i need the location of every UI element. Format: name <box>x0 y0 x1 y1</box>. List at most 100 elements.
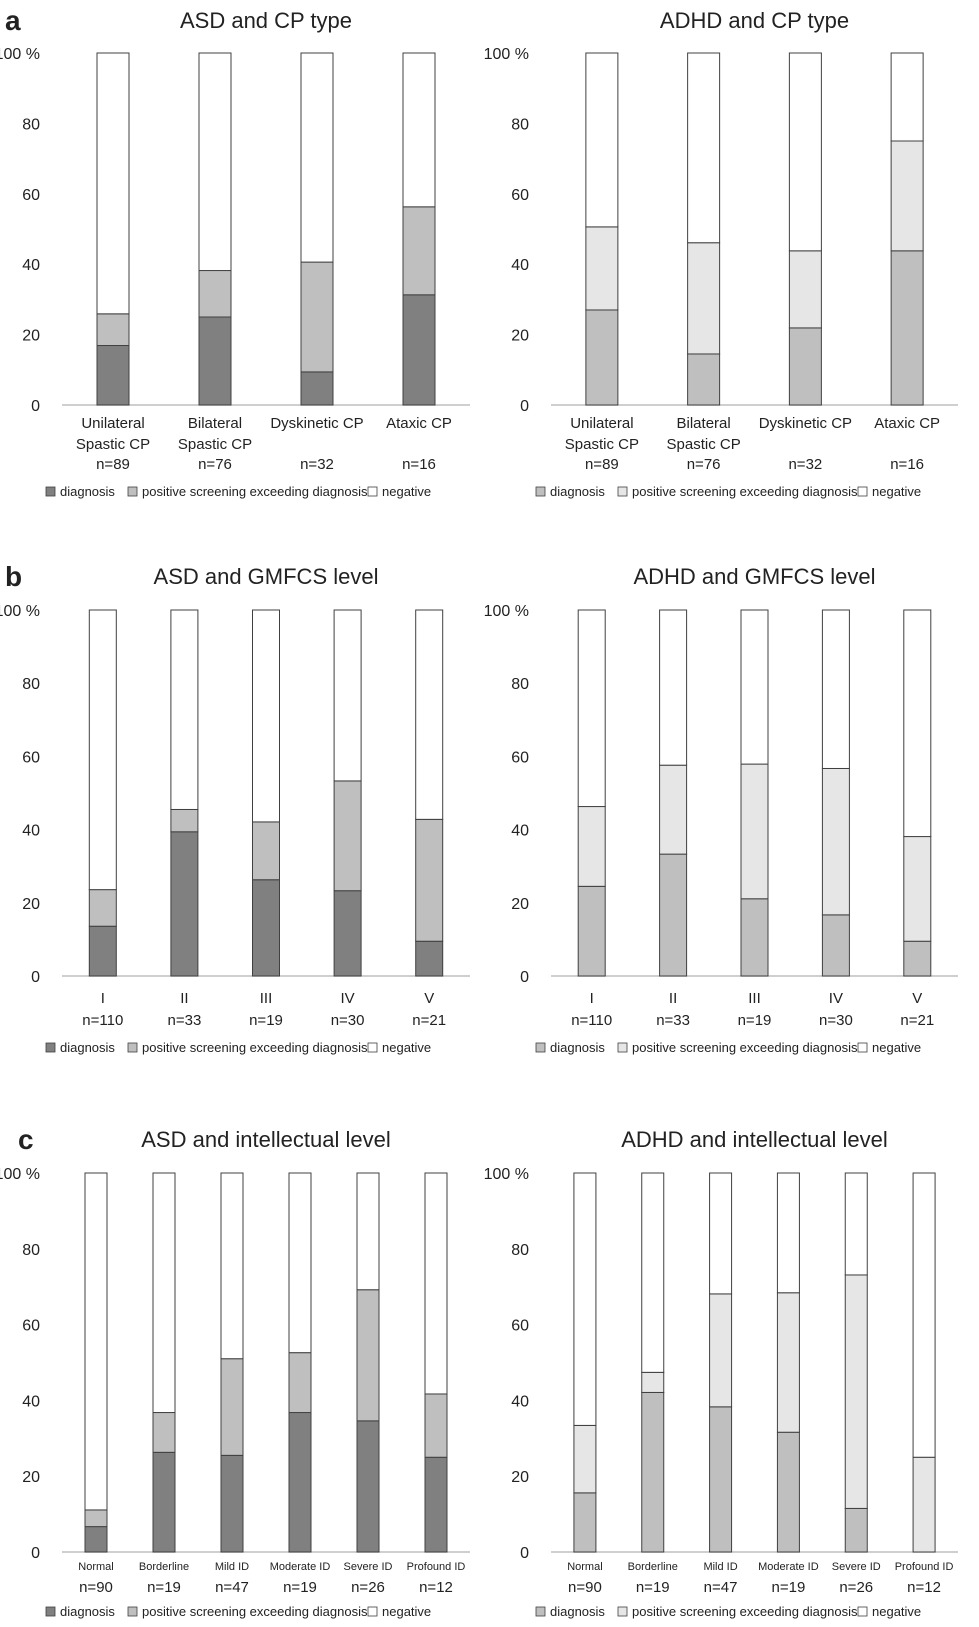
x-tick-label: Severe ID <box>832 1561 881 1573</box>
bar-segment-negative <box>424 1172 448 1395</box>
legend-label: positive screening exceeding diagnosis <box>632 1604 858 1619</box>
n-label: n=47 <box>704 1579 738 1596</box>
n-label: n=89 <box>585 456 619 473</box>
bar-segment-negative <box>152 1172 176 1414</box>
x-tick-label: I <box>101 990 105 1007</box>
n-label: n=32 <box>788 456 822 473</box>
bar-segment-positive-screening-exceeding-diagnosis <box>821 767 850 916</box>
x-tick-label: Normal <box>78 1561 113 1573</box>
x-tick-label: Normal <box>567 1561 602 1573</box>
chart-5: ASD and intellectual level 0 20 40 60 80 100 %… <box>0 1127 470 1619</box>
x-tick-label: Mild ID <box>215 1561 249 1573</box>
bar-segment-positive-screening-exceeding-diagnosis <box>912 1456 936 1553</box>
bar-segment-positive-screening-exceeding-diagnosis <box>577 806 606 887</box>
chart-title: ADHD and CP type <box>660 8 849 33</box>
n-label: n=16 <box>402 456 436 473</box>
bar-segment-negative <box>821 609 850 769</box>
bar-segment-negative <box>776 1172 800 1294</box>
bar-segment-diagnosis <box>84 1526 108 1553</box>
bar-segment-positive-screening-exceeding-diagnosis <box>659 764 688 855</box>
legend-label: negative <box>382 1604 431 1619</box>
y-tick-label: 60 <box>22 1318 40 1335</box>
y-tick-label: 100 % <box>484 46 529 63</box>
bar-segment-diagnosis <box>152 1451 176 1553</box>
x-tick-label: Unilateral <box>81 415 144 432</box>
legend-swatch <box>367 1606 378 1617</box>
bar-segment-negative <box>912 1172 936 1458</box>
legend-label: negative <box>382 1040 431 1055</box>
bar-segment-positive-screening-exceeding-diagnosis <box>198 270 232 318</box>
legend-swatch <box>857 1042 868 1053</box>
n-label: n=30 <box>331 1012 365 1029</box>
bar-segment-diagnosis <box>709 1406 733 1553</box>
x-tick-label: Ataxic CP <box>386 415 452 432</box>
bar-segment-negative <box>844 1172 868 1276</box>
x-tick-label: II <box>180 990 188 1007</box>
bar-segment-negative <box>659 609 688 766</box>
y-tick-label: 20 <box>511 328 529 345</box>
legend-label: negative <box>382 484 431 499</box>
bar-segment-diagnosis <box>220 1454 244 1553</box>
bar-segment-diagnosis <box>890 250 924 406</box>
n-label: n=21 <box>412 1012 446 1029</box>
legend-swatch <box>857 1606 868 1617</box>
x-tick-label: Moderate ID <box>758 1561 819 1573</box>
bar-segment-diagnosis <box>252 879 280 977</box>
y-tick-label: 20 <box>511 896 529 913</box>
chart-2: ADHD and CP type 0 20 40 60 80 100 % Unilateral… <box>484 8 958 499</box>
bar-segment-negative <box>641 1172 665 1373</box>
bar-segment-negative <box>890 52 924 142</box>
n-label: n=16 <box>890 456 924 473</box>
n-label: n=89 <box>96 456 130 473</box>
n-label: n=47 <box>215 1579 249 1596</box>
bar-segment-positive-screening-exceeding-diagnosis <box>788 250 822 329</box>
y-tick-label: 40 <box>511 1393 529 1410</box>
x-tick-label: V <box>424 990 434 1007</box>
bar-segment-diagnosis <box>903 940 932 977</box>
bar-segment-diagnosis <box>585 309 619 406</box>
y-tick-label: 80 <box>511 116 529 133</box>
chart-4: ADHD and GMFCS level 0 20 40 60 80 100 % In=110… <box>484 564 958 1055</box>
n-label: n=33 <box>656 1012 690 1029</box>
y-tick-label: 60 <box>22 749 40 766</box>
bar-segment-negative <box>220 1172 244 1360</box>
bar-segment-negative <box>788 52 822 252</box>
x-tick-label: Profound ID <box>895 1561 954 1573</box>
legend-swatch <box>127 1606 138 1617</box>
bar-segment-diagnosis <box>687 353 721 406</box>
bar-segment-diagnosis <box>88 925 117 977</box>
bar-segment-diagnosis <box>573 1492 597 1553</box>
n-label: n=12 <box>419 1579 453 1596</box>
y-tick-label: 0 <box>31 969 40 986</box>
bar-segment-positive-screening-exceeding-diagnosis <box>402 206 436 296</box>
x-tick-label: IV <box>829 990 843 1007</box>
bar-segment-negative <box>585 52 619 228</box>
chart-3: ASD and GMFCS level 0 20 40 60 80 100 % In=110 I… <box>0 564 470 1055</box>
legend-swatch <box>45 1042 56 1053</box>
legend-swatch <box>617 486 628 497</box>
legend-swatch <box>535 1042 546 1053</box>
x-tick-label: Borderline <box>139 1561 189 1573</box>
legend-label: diagnosis <box>60 1040 115 1055</box>
x-tick-label: I <box>590 990 594 1007</box>
y-tick-label: 40 <box>22 823 40 840</box>
n-label: n=90 <box>79 1579 113 1596</box>
legend-label: positive screening exceeding diagnosis <box>632 484 858 499</box>
bar-segment-positive-screening-exceeding-diagnosis <box>573 1424 597 1494</box>
y-tick-label: 80 <box>22 1242 40 1259</box>
panel-letter-a: a <box>5 5 21 36</box>
x-tick-label: Severe ID <box>344 1561 393 1573</box>
panel-letter-b: b <box>5 561 22 592</box>
legend-swatch <box>535 1606 546 1617</box>
n-label: n=26 <box>839 1579 873 1596</box>
bar-segment-diagnosis <box>844 1507 868 1553</box>
y-tick-label: 100 % <box>0 603 40 620</box>
x-tick-label: Dyskinetic CP <box>270 415 363 432</box>
chart-6: ADHD and intellectual level 0 20 40 60 80 100 … <box>484 1127 958 1619</box>
bar-segment-positive-screening-exceeding-diagnosis <box>424 1393 448 1458</box>
bar-segment-diagnosis <box>288 1412 312 1553</box>
y-tick-label: 0 <box>31 398 40 415</box>
bar-segment-positive-screening-exceeding-diagnosis <box>300 261 334 373</box>
y-tick-label: 80 <box>511 676 529 693</box>
legend-label: negative <box>872 1604 921 1619</box>
